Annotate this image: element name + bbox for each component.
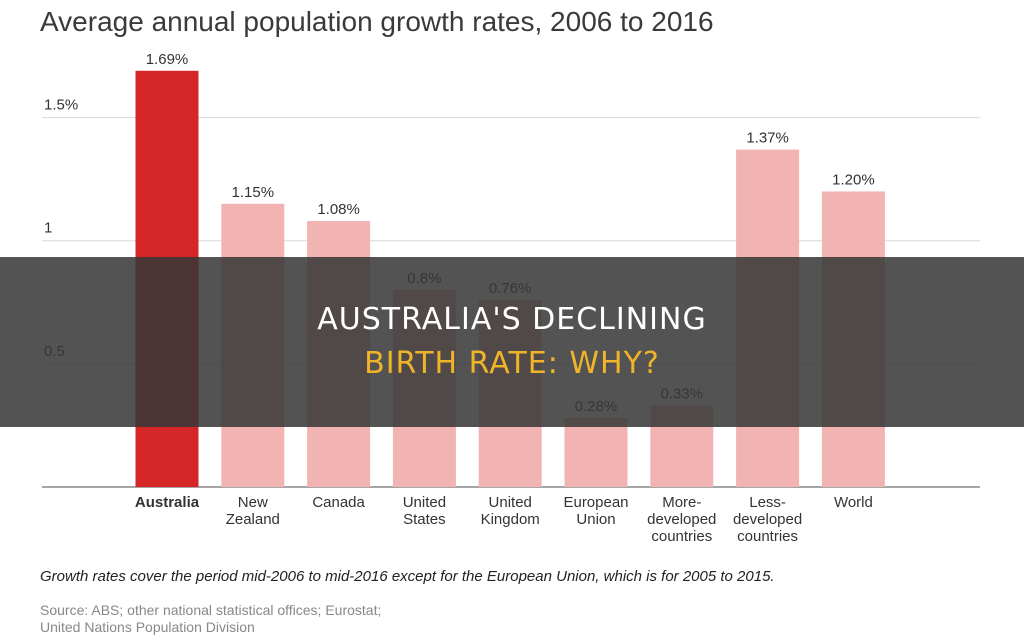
category-label-line: World	[834, 494, 873, 511]
category-label-line: Union	[576, 511, 615, 528]
title-banner: AUSTRALIA'S DECLINING BIRTH RATE: WHY?	[0, 257, 1024, 427]
category-label-6: More-developed countries	[647, 494, 716, 545]
source-line-1: Source: ABS; other national statistical …	[40, 602, 382, 618]
bar-5	[564, 418, 628, 487]
category-label-line: Kingdom	[481, 511, 540, 528]
category-label-line: States	[403, 511, 446, 528]
category-label-line: United	[489, 494, 532, 511]
category-label-5: European Union	[563, 494, 628, 528]
y-tick-label-2: 1.5%	[44, 97, 78, 114]
banner-line-2: BIRTH RATE: WHY?	[364, 346, 660, 381]
category-label-line: United	[403, 494, 446, 511]
category-label-8: World	[834, 494, 873, 511]
banner-line-1: AUSTRALIA'S DECLINING	[317, 302, 707, 337]
data-label-8: 1.20%	[832, 171, 875, 188]
chart-source: Source: ABS; other national statistical …	[40, 602, 381, 636]
data-label-0: 1.69%	[146, 51, 189, 68]
category-label-7: Less-developed countries	[733, 494, 802, 545]
category-label-4: United Kingdom	[481, 494, 540, 528]
chart-title: Average annual population growth rates, …	[40, 6, 714, 37]
source-line-2: United Nations Population Division	[40, 619, 255, 635]
y-tick-label-1: 1	[44, 220, 52, 237]
data-label-1: 1.15%	[232, 184, 275, 201]
data-label-7: 1.37%	[746, 130, 789, 147]
data-label-2: 1.08%	[317, 201, 360, 218]
category-label-line: Zealand	[226, 511, 280, 528]
category-label-line: developed	[647, 511, 716, 528]
category-label-line: countries	[737, 528, 798, 545]
category-label-line: More-	[662, 494, 701, 511]
category-label-3: United States	[403, 494, 446, 528]
category-label-line: countries	[651, 528, 712, 545]
category-label-line: Canada	[312, 494, 365, 511]
category-label-2: Canada	[312, 494, 365, 511]
category-label-line: Less-	[749, 494, 786, 511]
category-label-line: European	[563, 494, 628, 511]
category-label-line: developed	[733, 511, 802, 528]
category-label-line: Australia	[135, 494, 200, 511]
category-label-1: New Zealand	[226, 494, 280, 528]
category-label-line: New	[238, 494, 268, 511]
chart-note: Growth rates cover the period mid-2006 t…	[40, 568, 775, 585]
category-label-0: Australia	[135, 494, 200, 511]
